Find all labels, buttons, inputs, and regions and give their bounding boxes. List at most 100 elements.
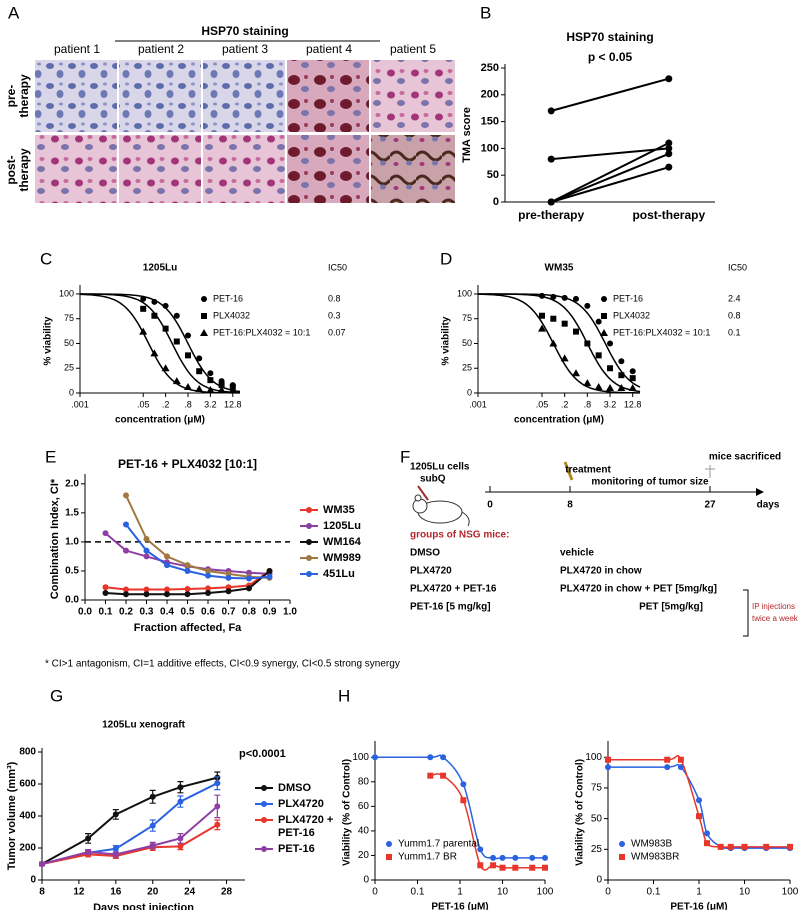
panel-label: A [8, 3, 20, 22]
point [427, 772, 434, 779]
x-tick-label: .2 [561, 399, 569, 409]
series-line [125, 494, 270, 579]
point [547, 107, 555, 115]
point [123, 492, 129, 499]
point [140, 295, 147, 302]
group-treatment: PLX4720 in chow + PET [5mg/kg] [560, 584, 717, 595]
x-tick-label: .001 [469, 399, 487, 409]
y-tick-label: 50 [64, 338, 74, 348]
y-tick-label: 25 [462, 363, 472, 373]
point [605, 756, 611, 763]
legend-marker [200, 329, 208, 336]
y-tick-label: 50 [487, 169, 499, 181]
legend-label: PET-16:PLX4032 = 10:1 [613, 327, 710, 337]
y-tick-label: 0 [363, 875, 369, 886]
point [629, 375, 636, 382]
point [143, 591, 150, 598]
x-tick-label: 12.8 [224, 399, 242, 409]
point [741, 843, 748, 850]
chart-title: 1205Lu [143, 263, 177, 274]
legend-title: IC50 [328, 262, 347, 272]
legend-label: PLX4720 + PET-16 [278, 814, 336, 839]
point [490, 862, 497, 869]
point [225, 588, 232, 595]
timeline-label: 27 [704, 500, 716, 511]
legend-marker [306, 523, 312, 529]
point [207, 377, 214, 384]
point [149, 842, 156, 849]
y-tick-label: 25 [64, 363, 74, 373]
point [664, 764, 671, 771]
chart-title: 1205Lu xenograft [102, 720, 185, 731]
point [214, 821, 221, 828]
point [560, 354, 569, 362]
injection-note: twice a week [752, 614, 799, 623]
legend-marker [601, 313, 607, 319]
group-name: PLX4720 [410, 566, 452, 577]
column-label: patient 1 [54, 42, 100, 56]
point [787, 843, 793, 850]
x-tick-label: .8 [584, 399, 592, 409]
panel-label: C [40, 249, 52, 268]
point [677, 756, 684, 763]
point [440, 772, 447, 779]
x-tick-label: 0 [605, 887, 611, 898]
timeline-label: 8 [567, 500, 573, 511]
group-name: PLX4720 + PET-16 [410, 584, 497, 595]
micrograph [119, 135, 201, 203]
point [537, 324, 546, 332]
panel-label: D [440, 249, 452, 268]
legend-marker [201, 313, 207, 319]
row-label: therapy [17, 74, 31, 118]
fit-curve [478, 293, 641, 388]
point [665, 139, 673, 147]
point [184, 562, 191, 569]
point [151, 312, 158, 319]
x-tick-label: 0.6 [201, 607, 215, 618]
point [460, 797, 467, 804]
point [583, 379, 592, 387]
panel-label: F [400, 447, 410, 466]
y-tick-label: 150 [481, 116, 499, 128]
point [205, 572, 211, 579]
point [727, 843, 734, 850]
point [149, 793, 156, 800]
point [184, 352, 191, 359]
point [143, 586, 150, 593]
y-tick-label: 80 [358, 776, 370, 787]
paired-line [550, 152, 670, 203]
annotation: p<0.0001 [239, 748, 286, 760]
point [206, 386, 215, 394]
x-tick-label: 1.0 [283, 607, 297, 618]
panel-f: 1205Lu cells subQ 0 8 27 days treatment … [410, 452, 799, 637]
x-tick-label: .05 [536, 399, 549, 409]
point [607, 365, 614, 372]
legend-marker [306, 571, 312, 577]
x-tick-label: 0.9 [263, 607, 277, 618]
point [665, 163, 673, 171]
point [246, 575, 252, 582]
y-tick-label: 60 [358, 801, 370, 812]
point [547, 155, 555, 163]
timeline-unit: days [757, 500, 780, 511]
x-tick-label: 20 [147, 887, 159, 898]
point [440, 754, 447, 761]
point [177, 798, 184, 805]
fit-curve [79, 293, 240, 394]
y-tick-label: 50 [591, 813, 603, 824]
paired-line [551, 147, 669, 161]
point [460, 781, 467, 788]
panel-label: E [45, 447, 56, 466]
legend-label: Yumm1.7 BR [398, 852, 457, 863]
x-tick-label: 0.5 [181, 607, 195, 618]
point [618, 358, 625, 365]
point [149, 822, 156, 829]
y-tick-label: 40 [358, 826, 370, 837]
point [139, 327, 148, 335]
point [266, 573, 273, 580]
y-tick-label: 200 [19, 843, 36, 854]
legend-label: WM983B [631, 839, 672, 850]
point [205, 567, 211, 574]
y-tick-label: 0.0 [65, 595, 79, 606]
point [143, 553, 150, 560]
